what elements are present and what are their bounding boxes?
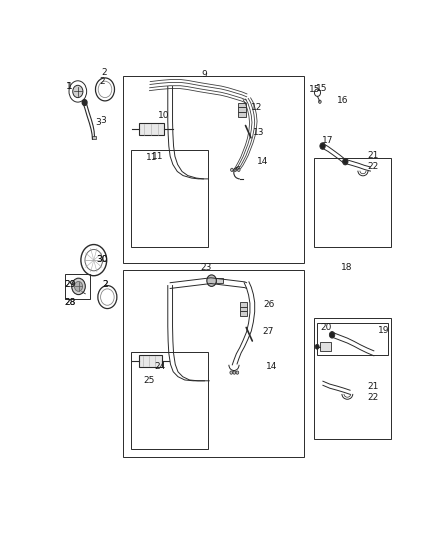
Text: 2: 2 <box>102 68 107 77</box>
Circle shape <box>234 168 237 172</box>
Text: 14: 14 <box>266 362 277 372</box>
Text: 30: 30 <box>96 255 108 264</box>
Bar <box>240 311 247 317</box>
Bar <box>238 102 246 108</box>
Circle shape <box>230 168 233 172</box>
Bar <box>92 136 96 140</box>
Text: 10: 10 <box>158 111 170 120</box>
Circle shape <box>320 143 325 149</box>
Bar <box>240 306 247 311</box>
Text: 12: 12 <box>251 103 262 112</box>
Text: 22: 22 <box>367 161 378 171</box>
Text: 22: 22 <box>367 393 378 402</box>
Text: 23: 23 <box>201 263 212 272</box>
Text: 14: 14 <box>257 157 268 166</box>
Text: 21: 21 <box>367 150 378 159</box>
Circle shape <box>73 85 83 98</box>
Circle shape <box>318 100 321 103</box>
Text: 28: 28 <box>64 298 76 308</box>
Bar <box>314 318 391 440</box>
Bar <box>131 352 208 449</box>
Bar <box>138 356 162 367</box>
Circle shape <box>72 278 85 295</box>
Text: 24: 24 <box>154 362 165 372</box>
Bar <box>314 158 391 247</box>
Text: 29: 29 <box>64 280 76 289</box>
Circle shape <box>343 158 348 165</box>
Circle shape <box>237 168 240 172</box>
Bar <box>123 270 304 457</box>
Text: 15: 15 <box>309 85 321 94</box>
Text: 30: 30 <box>96 255 108 264</box>
Text: 15: 15 <box>316 84 328 93</box>
Text: 2: 2 <box>102 280 108 289</box>
Text: 3: 3 <box>95 118 101 127</box>
Circle shape <box>233 371 236 374</box>
Bar <box>238 112 246 117</box>
Text: 19: 19 <box>378 326 389 335</box>
Text: 18: 18 <box>341 263 352 272</box>
Text: 26: 26 <box>264 301 275 309</box>
Circle shape <box>82 100 87 106</box>
Bar <box>65 274 90 298</box>
Text: 28: 28 <box>64 298 76 308</box>
Text: 29: 29 <box>64 280 76 289</box>
Text: 1: 1 <box>66 82 72 91</box>
Text: 11: 11 <box>146 153 158 162</box>
Text: 20: 20 <box>320 323 332 332</box>
Circle shape <box>207 275 216 286</box>
Bar <box>139 123 164 135</box>
Text: 2: 2 <box>102 280 108 289</box>
Text: 16: 16 <box>337 95 349 104</box>
Bar <box>216 278 223 283</box>
Bar <box>238 108 246 112</box>
Circle shape <box>315 344 319 349</box>
Text: 27: 27 <box>262 327 274 336</box>
Text: 25: 25 <box>144 376 155 385</box>
Text: 17: 17 <box>322 136 334 145</box>
Circle shape <box>230 371 233 374</box>
Text: 21: 21 <box>367 382 378 391</box>
Bar <box>317 322 388 356</box>
Bar <box>123 76 304 263</box>
Text: 3: 3 <box>101 116 106 125</box>
Bar <box>320 342 332 351</box>
Text: 11: 11 <box>152 152 163 161</box>
Circle shape <box>329 332 335 338</box>
Text: 1: 1 <box>67 83 72 92</box>
Text: 2: 2 <box>99 77 105 86</box>
Circle shape <box>74 281 83 292</box>
Text: 13: 13 <box>253 128 265 137</box>
Bar <box>131 150 208 247</box>
Bar <box>240 302 247 306</box>
Circle shape <box>236 371 239 374</box>
Text: 9: 9 <box>201 70 207 79</box>
